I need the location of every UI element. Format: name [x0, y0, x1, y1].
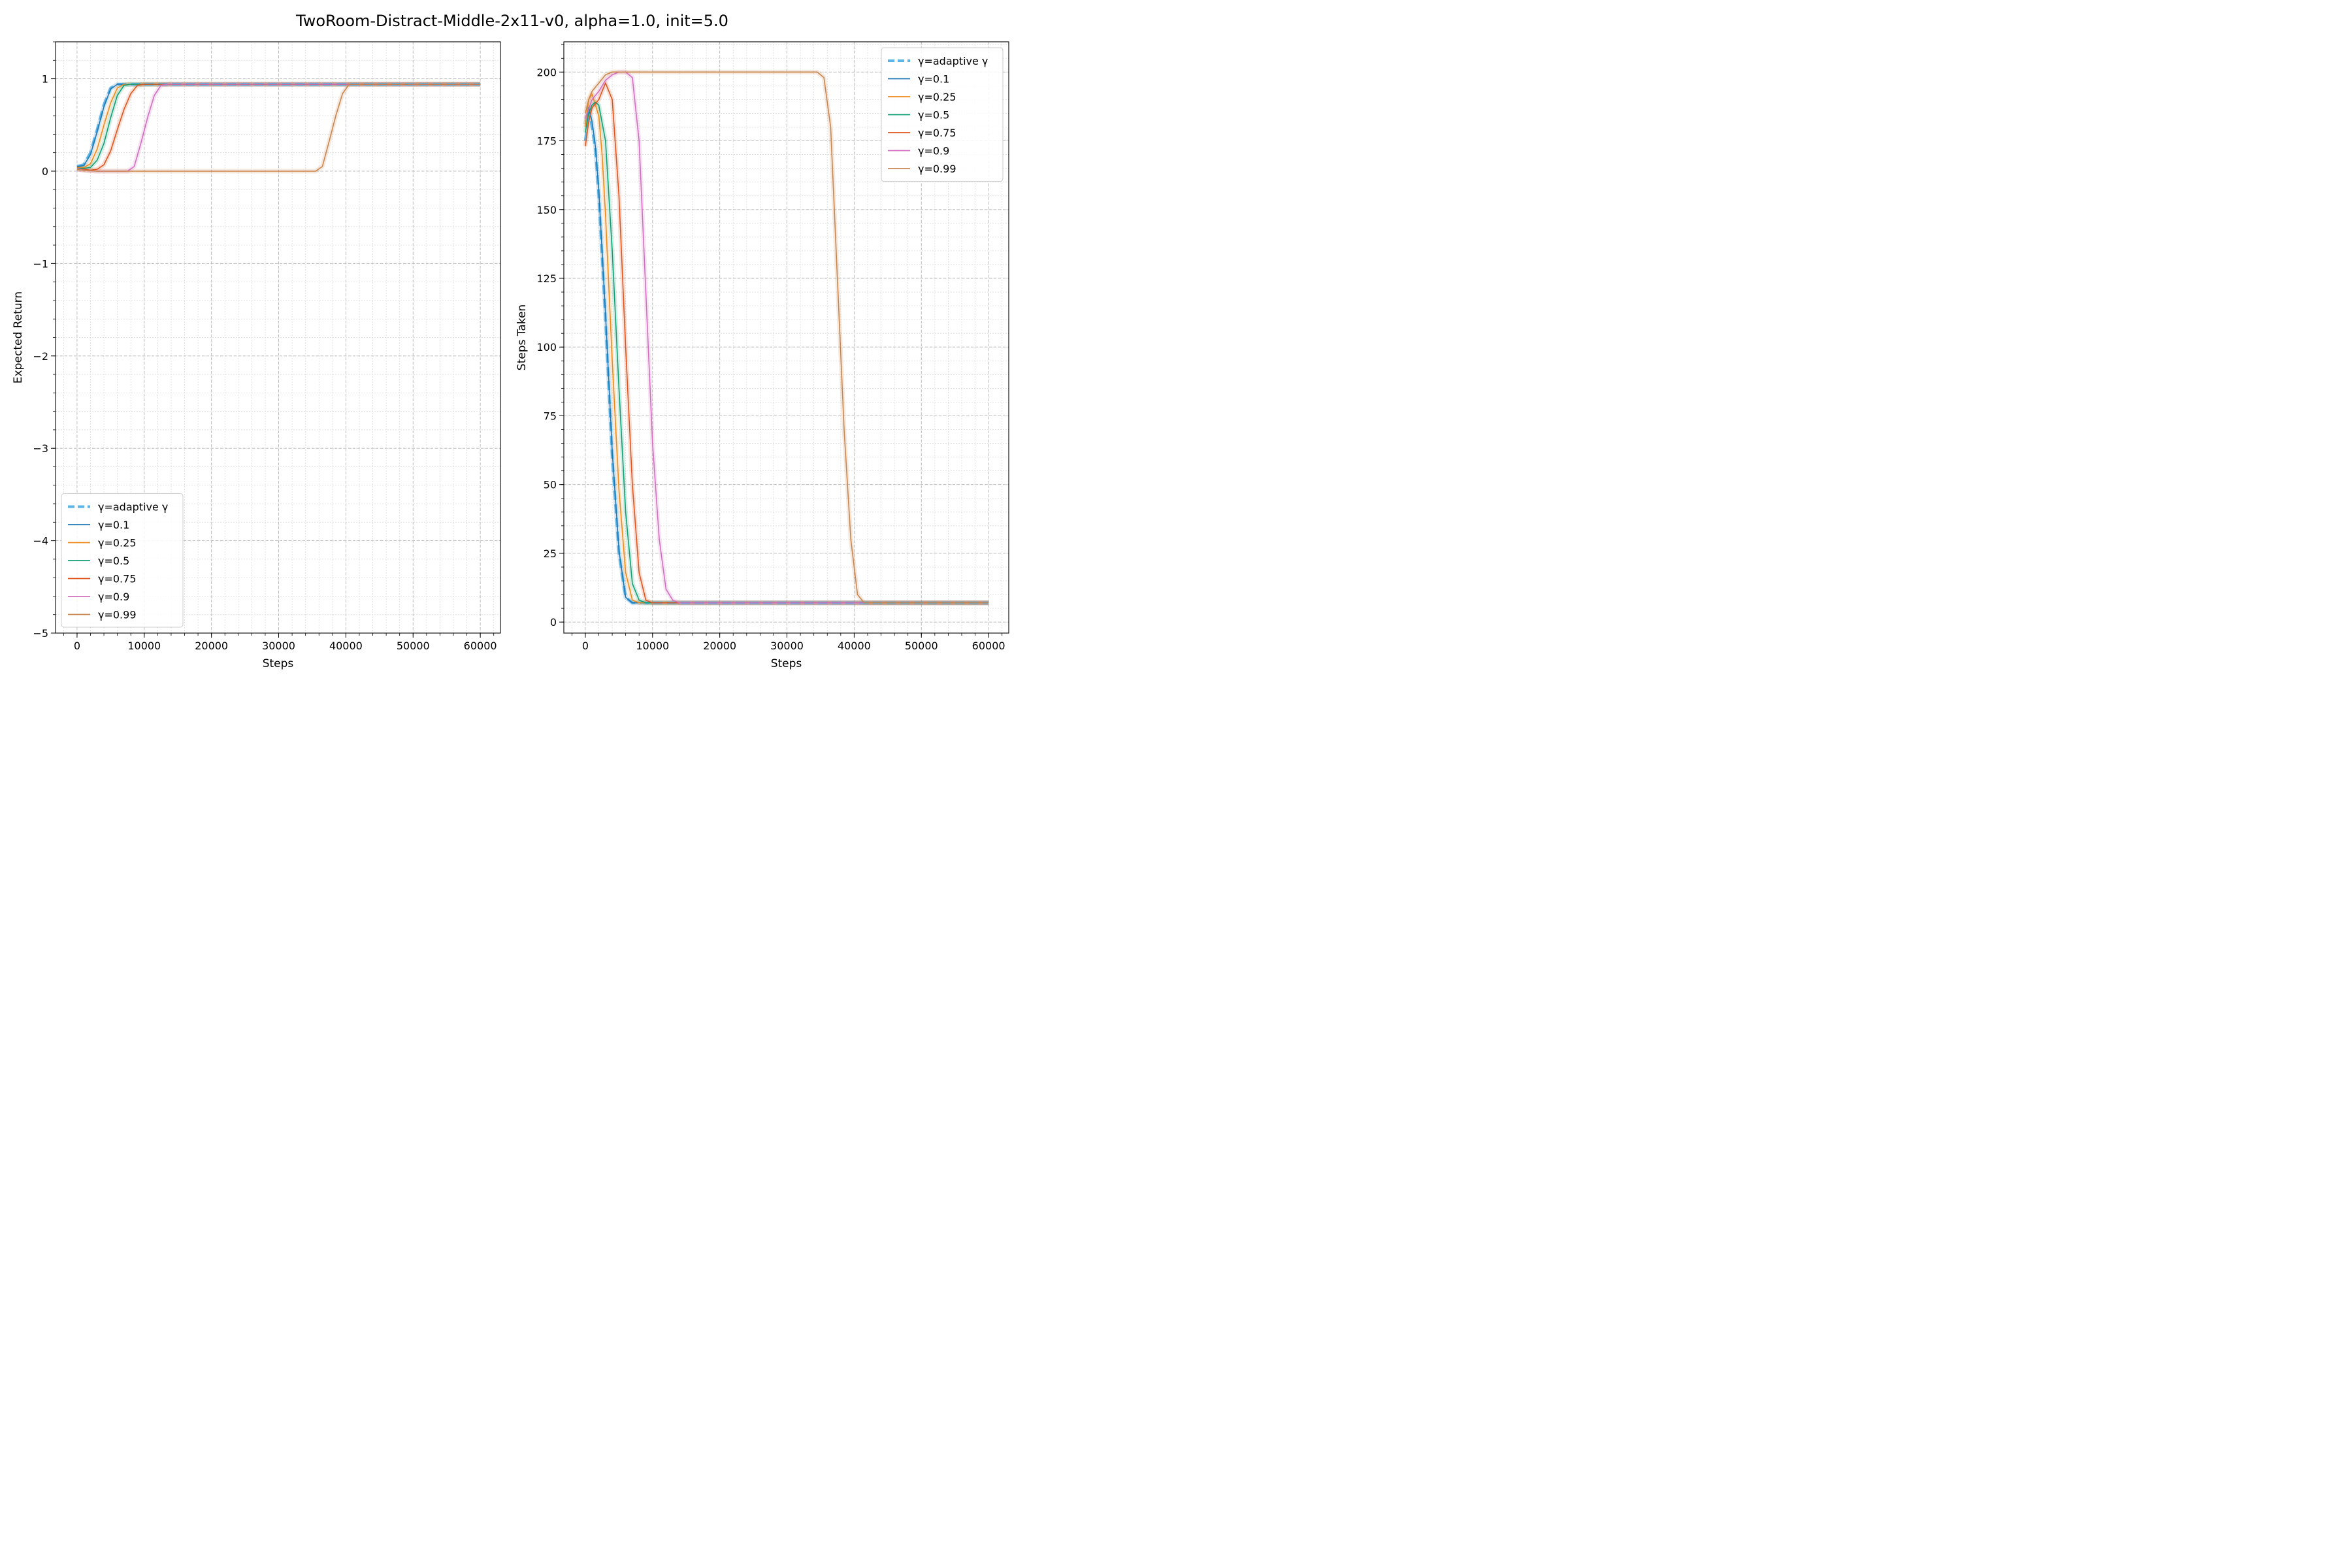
y-axis-label: Expected Return — [12, 291, 25, 384]
legend: γ=adaptive γ γ=0.1 γ=0.25 γ=0.5 γ=0.75 γ=0.9 γ… — [61, 493, 184, 628]
legend-entry-g0.1: γ=0.1 — [98, 519, 129, 531]
y-tick-label: 100 — [536, 341, 557, 353]
legend-box — [61, 493, 184, 628]
y-tick-label: 25 — [544, 547, 557, 560]
legend-entry-adaptive: γ=adaptive γ — [918, 55, 988, 67]
x-tick-label: 0 — [582, 640, 589, 652]
x-axis-label: Steps — [771, 657, 802, 670]
legend-entry-g0.5: γ=0.5 — [98, 555, 129, 567]
y-tick-label: 0 — [42, 165, 48, 178]
expected-return-panel: 0 10000 20000 30000 40000 50000 60000 −5 −4 −3 −2 −… — [12, 41, 501, 670]
x-tick-label: 40000 — [329, 640, 363, 652]
y-tick-label: −3 — [33, 442, 48, 455]
x-tick-label: 60000 — [972, 640, 1005, 652]
y-tick-label: 125 — [536, 272, 557, 285]
legend-entry-adaptive: γ=adaptive γ — [98, 501, 168, 514]
legend-box — [881, 47, 1004, 182]
legend-entry-g0.99: γ=0.99 — [918, 163, 956, 175]
x-tick-label: 10000 — [127, 640, 161, 652]
x-tick-label: 30000 — [770, 640, 804, 652]
series-line-g0.1 — [76, 84, 481, 167]
y-tick-label: 150 — [536, 204, 557, 216]
legend-entry-g0.99: γ=0.99 — [98, 609, 137, 621]
figure: TwoRoom-Distract-Middle-2x11-v0, alpha=1… — [12, 12, 1009, 670]
series-line-g0.75 — [585, 82, 989, 604]
legend-entry-g0.75: γ=0.75 — [918, 127, 956, 139]
x-tick-label: 0 — [74, 640, 80, 652]
figure-title: TwoRoom-Distract-Middle-2x11-v0, alpha=1… — [295, 12, 728, 30]
legend-entry-g0.5: γ=0.5 — [918, 109, 949, 122]
y-tick-label: 1 — [42, 73, 48, 86]
steps-taken-panel: 0 10000 20000 30000 40000 50000 60000 0 25 50 75 10… — [515, 41, 1009, 670]
legend: γ=adaptive γ γ=0.1 γ=0.25 γ=0.5 γ=0.75 γ=0.9 γ… — [881, 47, 1004, 182]
legend-entry-g0.1: γ=0.1 — [918, 73, 949, 86]
legend-entry-g0.9: γ=0.9 — [98, 591, 129, 603]
x-tick-label: 50000 — [905, 640, 938, 652]
y-tick-label: 50 — [544, 479, 557, 491]
series-line-g0.5 — [76, 84, 481, 169]
y-tick-label: −5 — [33, 627, 48, 640]
x-axis-label: Steps — [263, 657, 294, 670]
x-tick-label: 40000 — [838, 640, 871, 652]
x-tick-label: 60000 — [464, 640, 497, 652]
series-line-g0.5 — [585, 101, 989, 604]
legend-entry-g0.25: γ=0.25 — [918, 91, 956, 103]
x-tick-label: 20000 — [195, 640, 228, 652]
series-line-g0.9 — [585, 71, 989, 604]
y-tick-label: −2 — [33, 350, 48, 363]
plot-frame — [563, 41, 1009, 634]
series-line-g0.1 — [585, 107, 989, 604]
y-tick-label: 175 — [536, 135, 557, 148]
y-tick-label: 0 — [550, 616, 557, 629]
x-tick-label: 50000 — [397, 640, 430, 652]
series-line-g0.99 — [76, 84, 481, 172]
y-axis-label: Steps Taken — [515, 304, 529, 370]
x-tick-label: 10000 — [636, 640, 669, 652]
y-tick-label: −1 — [33, 257, 48, 270]
legend-entry-g0.75: γ=0.75 — [98, 573, 137, 585]
y-tick-label: 200 — [536, 66, 557, 78]
legend-entry-g0.25: γ=0.25 — [98, 537, 137, 549]
series-line-g0.25 — [585, 93, 989, 604]
x-tick-label: 30000 — [262, 640, 295, 652]
plot-frame — [55, 41, 501, 634]
y-tick-label: 75 — [544, 410, 557, 422]
legend-entry-g0.9: γ=0.9 — [918, 145, 949, 157]
x-tick-label: 20000 — [703, 640, 736, 652]
y-tick-label: −4 — [33, 535, 48, 547]
series-line-g0.99 — [585, 71, 989, 604]
